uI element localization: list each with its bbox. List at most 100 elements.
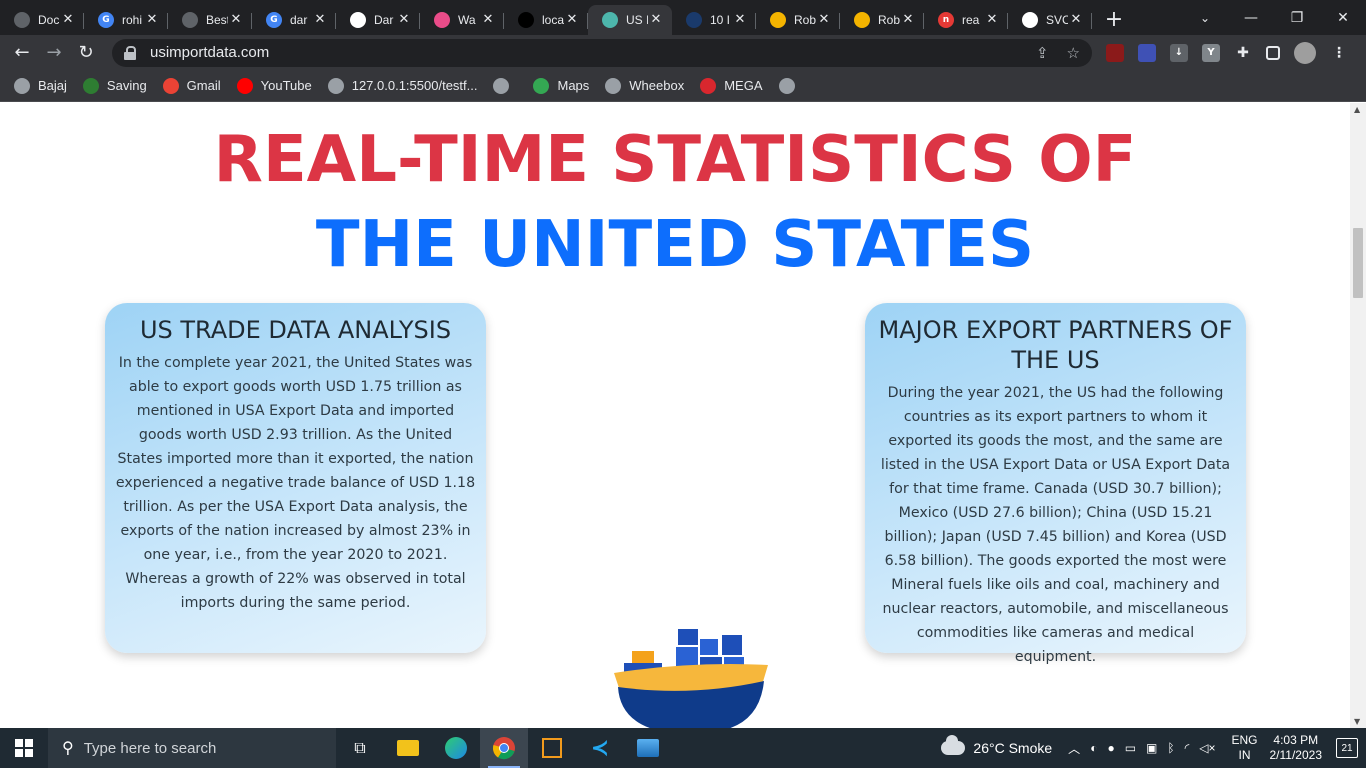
windows-start-button[interactable]: [0, 728, 48, 768]
menu-icon[interactable]: ⋮: [1332, 44, 1346, 61]
close-tab-icon[interactable]: ✕: [62, 12, 74, 27]
extension-icon[interactable]: [1138, 43, 1156, 62]
bookmark-star-icon[interactable]: ☆: [1066, 43, 1080, 62]
url-text[interactable]: usimportdata.com: [150, 44, 270, 61]
close-tab-icon[interactable]: ✕: [566, 12, 578, 27]
minimize-button[interactable]: —: [1244, 9, 1258, 26]
trade-analysis-card: US TRADE DATA ANALYSIS In the complete y…: [105, 303, 486, 653]
tab-favicon-icon: n: [938, 12, 954, 28]
close-tab-icon[interactable]: ✕: [1070, 12, 1082, 27]
puzzle-icon[interactable]: ✚: [1237, 44, 1249, 61]
tab-title: loca: [542, 13, 564, 27]
bookmark-label: 127.0.0.1:5500/testf...: [351, 78, 478, 93]
close-window-button[interactable]: ✕: [1337, 9, 1349, 26]
close-tab-icon[interactable]: ✕: [986, 12, 998, 27]
bookmark-item[interactable]: Gmail: [162, 77, 221, 94]
browser-toolbar: ← → ↻ usimportdata.com ⇪ ☆ ↓ Y ✚ ⋮: [0, 35, 1366, 70]
bookmark-item[interactable]: [493, 77, 517, 94]
tab-favicon-icon: [518, 12, 534, 28]
bookmark-item[interactable]: MEGA: [700, 77, 763, 94]
profile-avatar[interactable]: [1294, 41, 1316, 64]
tray-app-icon[interactable]: ◐: [1090, 741, 1098, 755]
bookmark-item[interactable]: [778, 77, 803, 94]
page-title-line-2: THE UNITED STATES: [315, 208, 1035, 282]
close-tab-icon[interactable]: ✕: [230, 12, 242, 27]
bookmark-item[interactable]: 127.0.0.1:5500/testf...: [327, 77, 478, 94]
browser-tab[interactable]: Dar ✕: [336, 5, 420, 35]
bookmark-item[interactable]: Maps: [533, 77, 589, 94]
browser-tab[interactable]: 10 I ✕: [672, 5, 756, 35]
tab-favicon-icon: [182, 12, 198, 28]
wifi-icon[interactable]: ◜: [1184, 741, 1190, 755]
forward-button[interactable]: →: [46, 41, 62, 63]
browser-tab[interactable]: Wa ✕: [420, 5, 504, 35]
close-tab-icon[interactable]: ✕: [650, 12, 662, 27]
app-button[interactable]: [528, 728, 576, 768]
browser-tab[interactable]: Best ✕: [168, 5, 252, 35]
restore-button[interactable]: ❐: [1290, 9, 1304, 26]
browser-tab[interactable]: SVC ✕: [1008, 5, 1092, 35]
task-view-button[interactable]: ⧉: [336, 728, 384, 768]
scroll-down-icon[interactable]: ▼: [1354, 717, 1361, 726]
app-grid-icon: [542, 738, 562, 758]
browser-tab[interactable]: Doc ✕: [0, 5, 84, 35]
weather-text: 26°C Smoke: [973, 740, 1053, 756]
tab-search-icon[interactable]: ⌄: [1199, 10, 1211, 25]
browser-tab[interactable]: US I ✕: [588, 5, 672, 35]
lock-icon[interactable]: [124, 45, 136, 60]
download-icon[interactable]: ↓: [1170, 43, 1188, 62]
tab-title: Wa: [458, 13, 476, 27]
taskbar-search-box[interactable]: ⚲ Type here to search: [48, 728, 336, 768]
battery-icon[interactable]: ▭: [1124, 741, 1137, 755]
tab-title: SVC: [1046, 13, 1068, 27]
share-icon[interactable]: ⇪: [1035, 43, 1049, 62]
edge-button[interactable]: [432, 728, 480, 768]
scroll-up-icon[interactable]: ▲: [1354, 105, 1361, 114]
scroll-thumb[interactable]: [1353, 228, 1363, 298]
bluetooth-icon[interactable]: ᛒ: [1167, 741, 1175, 755]
taskbar-clock[interactable]: 4:03 PM 2/11/2023: [1270, 733, 1323, 763]
browser-tab[interactable]: loca ✕: [504, 5, 588, 35]
bookmark-item[interactable]: YouTube: [236, 77, 312, 94]
browser-tab[interactable]: Rob ✕: [756, 5, 840, 35]
language-indicator[interactable]: ENG IN: [1231, 733, 1257, 763]
weather-widget[interactable]: 26°C Smoke: [941, 735, 1053, 756]
notification-center-button[interactable]: 21: [1336, 738, 1358, 758]
bookmark-item[interactable]: Bajaj: [14, 77, 67, 94]
chrome-button[interactable]: [480, 728, 528, 768]
browser-tab[interactable]: Rob ✕: [840, 5, 924, 35]
address-bar[interactable]: usimportdata.com ⇪ ☆: [112, 38, 1092, 67]
folder-icon: [397, 740, 419, 756]
new-tab-button[interactable]: +: [1104, 7, 1124, 32]
tab-favicon-icon: [602, 12, 618, 28]
browser-tab[interactable]: n rea ✕: [924, 5, 1008, 35]
close-tab-icon[interactable]: ✕: [818, 12, 830, 27]
bookmark-label: Bajaj: [38, 78, 67, 93]
system-tray: 26°C Smoke ︿ ◐ ● ▭ ▣ ᛒ ◜ ◁× ENG IN 4:03 …: [941, 728, 1366, 768]
photos-button[interactable]: [624, 728, 672, 768]
bookmark-item[interactable]: Wheebox: [605, 77, 684, 94]
side-panel-icon[interactable]: [1266, 45, 1280, 60]
vscode-button[interactable]: ≺: [576, 728, 624, 768]
extension-icon[interactable]: [1106, 43, 1124, 62]
close-tab-icon[interactable]: ✕: [314, 12, 326, 27]
chevron-up-icon[interactable]: ︿: [1068, 741, 1081, 756]
file-explorer-button[interactable]: [384, 728, 432, 768]
edge-icon: [445, 737, 467, 759]
close-tab-icon[interactable]: ✕: [902, 12, 914, 27]
tray-app-icon[interactable]: ▣: [1146, 741, 1158, 755]
close-tab-icon[interactable]: ✕: [482, 12, 494, 27]
back-button[interactable]: ←: [14, 41, 30, 63]
reload-button[interactable]: ↻: [78, 41, 94, 63]
volume-icon[interactable]: ◁×: [1199, 741, 1216, 755]
page-scrollbar[interactable]: ▲ ▼: [1350, 103, 1366, 728]
bookmark-item[interactable]: Saving: [82, 77, 147, 94]
tray-app-icon[interactable]: ●: [1107, 741, 1115, 755]
close-tab-icon[interactable]: ✕: [146, 12, 158, 27]
extension-icon[interactable]: Y: [1202, 43, 1220, 62]
close-tab-icon[interactable]: ✕: [398, 12, 410, 27]
close-tab-icon[interactable]: ✕: [734, 12, 746, 27]
